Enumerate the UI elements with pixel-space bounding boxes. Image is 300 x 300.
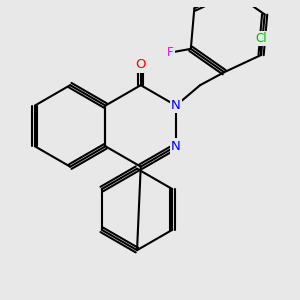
- Text: Cl: Cl: [255, 32, 267, 45]
- Text: O: O: [136, 58, 146, 71]
- Text: N: N: [171, 140, 181, 153]
- Text: F: F: [167, 46, 174, 59]
- Text: N: N: [171, 99, 181, 112]
